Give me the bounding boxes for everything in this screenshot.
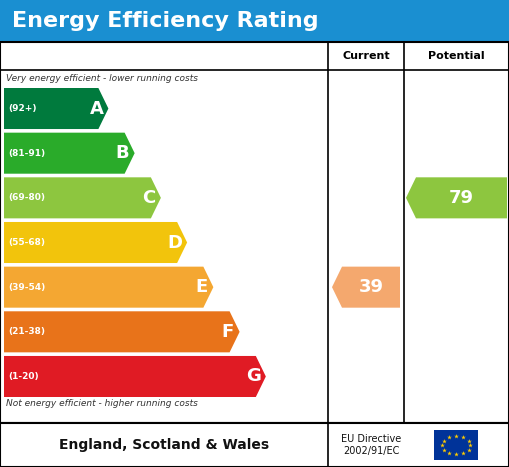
Text: D: D — [167, 234, 183, 252]
Text: Very energy efficient - lower running costs: Very energy efficient - lower running co… — [6, 74, 198, 83]
Text: (39-54): (39-54) — [8, 283, 45, 292]
Text: E: E — [195, 278, 208, 296]
Bar — [0, 423, 509, 467]
Text: 79: 79 — [449, 189, 474, 207]
Text: (21-38): (21-38) — [8, 327, 45, 336]
Text: C: C — [142, 189, 156, 207]
Polygon shape — [4, 267, 213, 308]
Bar — [435, 430, 478, 460]
Text: B: B — [116, 144, 129, 162]
Text: A: A — [90, 99, 103, 118]
Text: 39: 39 — [358, 278, 383, 296]
Bar — [0, 0, 509, 42]
Polygon shape — [4, 88, 108, 129]
Text: 2002/91/EC: 2002/91/EC — [343, 446, 399, 456]
Text: EU Directive: EU Directive — [341, 434, 401, 444]
Text: Current: Current — [342, 51, 390, 61]
Polygon shape — [332, 267, 400, 308]
Text: England, Scotland & Wales: England, Scotland & Wales — [59, 438, 269, 452]
Text: Potential: Potential — [428, 51, 485, 61]
Polygon shape — [4, 133, 135, 174]
Text: (1-20): (1-20) — [8, 372, 39, 381]
Text: (69-80): (69-80) — [8, 193, 45, 202]
Polygon shape — [4, 356, 266, 397]
Bar — [0, 42, 509, 423]
Polygon shape — [4, 311, 240, 352]
Text: (92+): (92+) — [8, 104, 37, 113]
Text: Not energy efficient - higher running costs: Not energy efficient - higher running co… — [6, 399, 198, 408]
Text: Energy Efficiency Rating: Energy Efficiency Rating — [12, 11, 319, 31]
Polygon shape — [4, 222, 187, 263]
Text: G: G — [246, 368, 261, 385]
Text: (81-91): (81-91) — [8, 149, 45, 158]
Text: F: F — [221, 323, 234, 341]
Text: (55-68): (55-68) — [8, 238, 45, 247]
Polygon shape — [406, 177, 507, 219]
Polygon shape — [4, 177, 161, 219]
